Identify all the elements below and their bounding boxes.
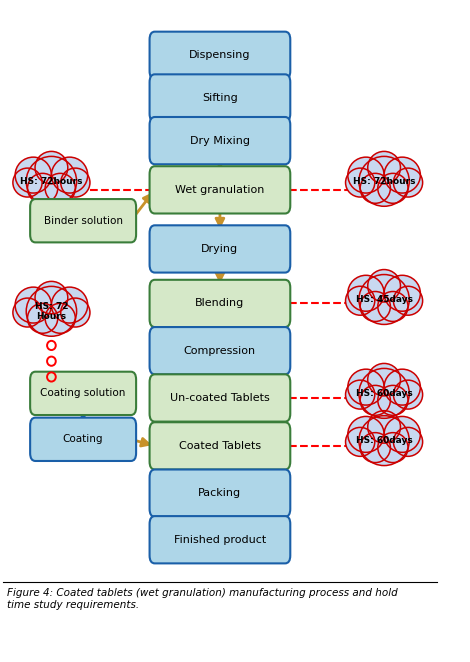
Ellipse shape: [359, 369, 409, 418]
Ellipse shape: [35, 152, 68, 184]
Ellipse shape: [15, 157, 51, 193]
Ellipse shape: [15, 287, 51, 323]
Ellipse shape: [13, 168, 42, 197]
Ellipse shape: [384, 369, 420, 405]
Ellipse shape: [345, 380, 375, 409]
Ellipse shape: [348, 157, 384, 193]
Ellipse shape: [27, 303, 58, 333]
Ellipse shape: [384, 275, 420, 311]
Text: Wet granulation: Wet granulation: [175, 185, 265, 195]
Ellipse shape: [384, 416, 420, 452]
FancyBboxPatch shape: [30, 199, 136, 242]
Text: Coating: Coating: [63, 434, 103, 444]
Ellipse shape: [378, 173, 408, 203]
Ellipse shape: [35, 281, 68, 314]
Ellipse shape: [378, 385, 408, 415]
Text: Coated Tablets: Coated Tablets: [179, 441, 261, 451]
Ellipse shape: [368, 269, 400, 302]
Ellipse shape: [61, 298, 90, 327]
FancyBboxPatch shape: [149, 166, 290, 214]
Ellipse shape: [393, 168, 423, 197]
Text: Drying: Drying: [201, 244, 238, 254]
Ellipse shape: [384, 157, 420, 193]
FancyBboxPatch shape: [149, 374, 290, 422]
Ellipse shape: [359, 416, 409, 465]
Ellipse shape: [360, 173, 391, 203]
Text: HS: 45days: HS: 45days: [356, 295, 413, 304]
FancyBboxPatch shape: [149, 516, 290, 563]
FancyBboxPatch shape: [30, 371, 136, 415]
Text: Dry Mixing: Dry Mixing: [190, 136, 250, 146]
Ellipse shape: [345, 428, 375, 456]
Text: HS: 72
Hours: HS: 72 Hours: [35, 302, 68, 321]
Ellipse shape: [348, 275, 384, 311]
FancyBboxPatch shape: [30, 418, 136, 461]
Ellipse shape: [360, 291, 391, 322]
Text: Finished product: Finished product: [174, 535, 266, 545]
Text: HS: 72hours: HS: 72hours: [20, 177, 83, 186]
Ellipse shape: [345, 286, 375, 315]
Ellipse shape: [348, 416, 384, 452]
Text: Dispensing: Dispensing: [189, 50, 251, 60]
Ellipse shape: [348, 369, 384, 405]
Ellipse shape: [13, 298, 42, 327]
Ellipse shape: [61, 168, 90, 197]
Ellipse shape: [360, 385, 391, 415]
Ellipse shape: [27, 173, 58, 203]
Ellipse shape: [51, 287, 88, 323]
Ellipse shape: [345, 168, 375, 197]
FancyBboxPatch shape: [149, 327, 290, 374]
FancyBboxPatch shape: [149, 469, 290, 517]
Ellipse shape: [368, 363, 400, 396]
Ellipse shape: [359, 156, 409, 207]
Ellipse shape: [51, 157, 88, 193]
Ellipse shape: [359, 275, 409, 324]
Ellipse shape: [45, 173, 75, 203]
Text: HS: 60days: HS: 60days: [356, 389, 413, 398]
Ellipse shape: [393, 286, 423, 315]
Ellipse shape: [26, 287, 77, 336]
Ellipse shape: [368, 410, 400, 443]
Text: Coating solution: Coating solution: [40, 389, 126, 399]
Text: Packing: Packing: [198, 488, 242, 498]
FancyBboxPatch shape: [149, 280, 290, 327]
FancyBboxPatch shape: [149, 32, 290, 79]
Text: HS: 60days: HS: 60days: [356, 436, 413, 445]
Text: Figure 4: Coated tablets (wet granulation) manufacturing process and hold
time s: Figure 4: Coated tablets (wet granulatio…: [7, 589, 398, 610]
FancyBboxPatch shape: [149, 422, 290, 469]
Ellipse shape: [378, 291, 408, 322]
Ellipse shape: [378, 433, 408, 463]
FancyBboxPatch shape: [149, 117, 290, 164]
Ellipse shape: [368, 152, 400, 184]
Text: Binder solution: Binder solution: [44, 216, 123, 226]
Ellipse shape: [393, 380, 423, 409]
Text: Un-coated Tablets: Un-coated Tablets: [170, 393, 270, 403]
Text: HS: 72hours: HS: 72hours: [353, 177, 415, 186]
Text: Sifting: Sifting: [202, 93, 238, 103]
Ellipse shape: [26, 156, 77, 207]
FancyBboxPatch shape: [149, 74, 290, 122]
FancyBboxPatch shape: [149, 225, 290, 273]
Ellipse shape: [393, 428, 423, 456]
Ellipse shape: [360, 433, 391, 463]
Text: Blending: Blending: [196, 299, 244, 308]
Ellipse shape: [45, 303, 75, 333]
Text: Compression: Compression: [184, 346, 256, 355]
